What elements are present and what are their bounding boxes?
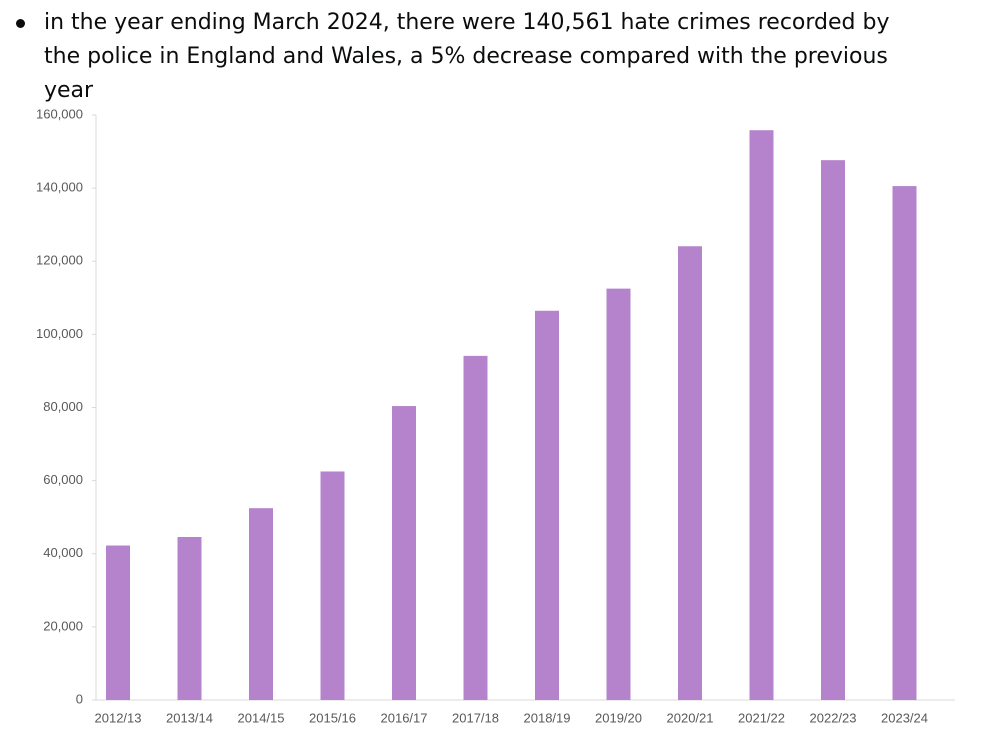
bar	[320, 471, 345, 700]
x-tick-label: 2012/13	[95, 710, 142, 725]
y-tick-label: 120,000	[36, 253, 83, 268]
x-tick-label: 2014/15	[238, 710, 285, 725]
x-tick-label: 2018/19	[524, 710, 571, 725]
bar	[463, 355, 488, 700]
x-tick-label: 2022/23	[810, 710, 857, 725]
y-tick-label: 160,000	[36, 106, 83, 121]
y-tick-label: 40,000	[43, 545, 83, 560]
bar	[678, 246, 702, 700]
bar	[177, 537, 202, 700]
y-tick-label: 20,000	[43, 618, 83, 633]
bar	[749, 130, 774, 700]
x-tick-label: 2015/16	[309, 710, 356, 725]
y-tick-label: 0	[76, 691, 83, 706]
x-tick-label: 2016/17	[381, 710, 428, 725]
x-tick-label: 2020/21	[667, 710, 714, 725]
x-tick-label: 2017/18	[452, 710, 499, 725]
bullet-dot	[16, 19, 25, 28]
bar	[392, 406, 416, 700]
x-tick-label: 2013/14	[166, 710, 213, 725]
bar	[106, 545, 130, 700]
x-tick-label: 2021/22	[738, 710, 785, 725]
x-tick-label: 2019/20	[595, 710, 642, 725]
bar	[892, 186, 917, 700]
bar	[249, 508, 273, 700]
y-tick-label: 60,000	[43, 472, 83, 487]
bar	[606, 288, 631, 700]
y-tick-label: 80,000	[43, 399, 83, 414]
bar	[535, 310, 559, 700]
x-tick-label: 2023/24	[881, 710, 928, 725]
bullet-text: in the year ending March 2024, there wer…	[44, 10, 890, 103]
y-tick-label: 140,000	[36, 180, 83, 195]
bar	[821, 160, 845, 700]
y-tick-label: 100,000	[36, 326, 83, 341]
